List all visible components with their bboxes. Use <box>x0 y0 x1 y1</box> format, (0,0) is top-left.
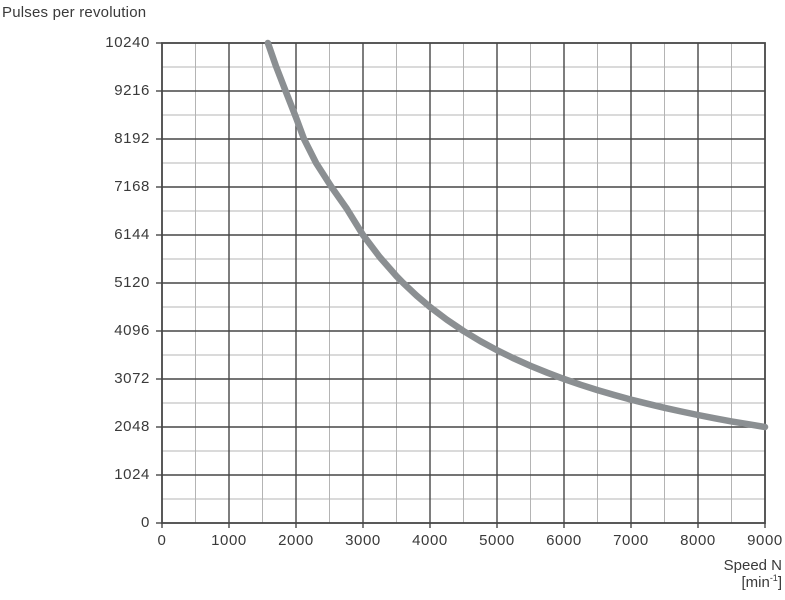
y-tick-label: 10240 <box>105 34 150 51</box>
chart-title: Pulses per revolution <box>2 4 147 21</box>
x-tick-label: 2000 <box>278 532 314 549</box>
x-tick-label: 7000 <box>613 532 649 549</box>
y-tick-label: 8192 <box>114 130 150 147</box>
curve-max-ppr <box>264 39 769 431</box>
y-tick-label: 9216 <box>114 82 150 99</box>
x-tick-label: 6000 <box>546 532 582 549</box>
x-tick-label: 4000 <box>412 532 448 549</box>
plot-border <box>161 42 766 524</box>
y-tick-label: 1024 <box>114 466 150 483</box>
y-tick-label: 4096 <box>114 322 150 339</box>
y-tick-label: 0 <box>141 514 150 531</box>
y-tick-label: 7168 <box>114 178 150 195</box>
y-tick-label: 2048 <box>114 418 150 435</box>
x-tick-label: 5000 <box>479 532 515 549</box>
x-tick-label: 0 <box>157 532 167 549</box>
x-axis-label-unit: [min-1] <box>741 573 782 592</box>
x-tick-label: 9000 <box>747 532 783 549</box>
x-tick-label: 8000 <box>680 532 716 549</box>
y-tick-label: 6144 <box>114 226 150 243</box>
y-tick-label: 5120 <box>114 274 150 291</box>
x-tick-label: 3000 <box>345 532 381 549</box>
x-tick-label: 1000 <box>211 532 247 549</box>
x-axis-label-line1: Speed N <box>723 557 782 574</box>
y-tick-label: 3072 <box>114 370 150 387</box>
x-axis-label: Speed N [min-1] <box>724 557 782 591</box>
